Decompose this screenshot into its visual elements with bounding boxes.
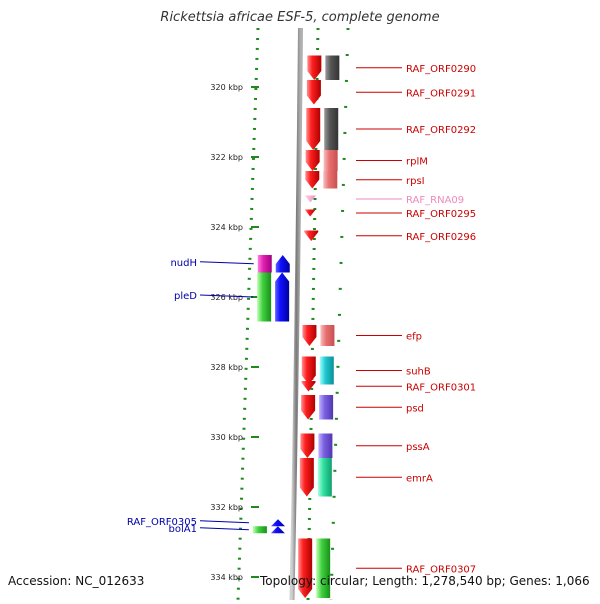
- genome-backbone: [289, 27, 303, 601]
- track-dot-line: [236, 27, 260, 601]
- gene-annotation-bar-RAF_ORF0290: [325, 55, 340, 80]
- scale-tick-label: 324 kbp: [210, 223, 243, 232]
- gene-label-RAF_ORF0292[interactable]: RAF_ORF0292: [406, 125, 476, 136]
- gene-arrow-rpsI[interactable]: [305, 171, 320, 189]
- gene-annotation-bar-bolA1: [252, 526, 267, 534]
- gene-label-efp[interactable]: efp: [406, 332, 422, 343]
- gene-annotation-bar-efp: [320, 325, 335, 346]
- gene-label-RAF_ORF0290[interactable]: RAF_ORF0290: [406, 64, 476, 75]
- scale-tick-label: 334 kbp: [210, 573, 243, 582]
- scale-tick-label: 320 kbp: [210, 83, 243, 92]
- backbone-line: [289, 27, 303, 601]
- gene-labels: RAF_ORF0290 RAF_ORF0291 RAF_ORF0292 rplM rps…: [127, 64, 476, 576]
- gene-label-leader-line: [199, 527, 249, 531]
- gene-arrow-pleD[interactable]: [275, 272, 290, 322]
- gene-arrow-pssA[interactable]: [300, 433, 315, 459]
- gene-label-rplM[interactable]: rplM: [406, 157, 428, 168]
- gene-label-RAF_ORF0301[interactable]: RAF_ORF0301: [406, 382, 476, 393]
- gene-label-RAF_RNA09[interactable]: RAF_RNA09: [406, 195, 464, 206]
- gene-label-pleD[interactable]: pleD: [174, 291, 197, 302]
- gene-arrow-RAF_ORF0295[interactable]: [304, 209, 316, 217]
- gene-arrow-rplM[interactable]: [305, 150, 320, 171]
- gene-label-leader-line: [199, 261, 254, 265]
- gene-label-RAF_ORF0291[interactable]: RAF_ORF0291: [406, 88, 476, 99]
- gene-annotation-bar-nudH: [257, 255, 272, 273]
- gene-annotation-bar-pleD: [257, 272, 272, 322]
- gene-annotation-bar-rplM: [323, 150, 338, 171]
- scale-tick-label: 322 kbp: [210, 153, 243, 162]
- gene-label-rpsI[interactable]: rpsI: [406, 176, 425, 187]
- gene-annotation-bar-psd: [319, 395, 334, 420]
- gene-label-RAF_ORF0305[interactable]: RAF_ORF0305: [127, 517, 197, 528]
- scale-tick-label: 326 kbp: [210, 293, 243, 302]
- gene-annotation-bar-rpsI: [323, 171, 338, 189]
- gene-annotation-bar-RAF_ORF0292: [324, 108, 339, 150]
- gene-label-leader-line: [199, 294, 254, 298]
- scale-ticks: 320 kbp 322 kbp 324 kbp 326 kbp 328 kbp 330 k…: [210, 83, 259, 582]
- gene-label-leader-line: [199, 520, 250, 524]
- gene-label-RAF_ORF0295[interactable]: RAF_ORF0295: [406, 209, 476, 220]
- gene-arrow-emrA[interactable]: [299, 458, 314, 497]
- gene-arrow-RAF_ORF0292[interactable]: [306, 108, 321, 150]
- gene-arrow-efp[interactable]: [302, 325, 317, 346]
- topology-label: Topology: circular; Length: 1,278,540 bp…: [260, 574, 590, 588]
- gene-arrow-suhB[interactable]: [301, 356, 316, 385]
- track-dot-lines: [236, 27, 350, 601]
- gene-arrow-RAF_ORF0307[interactable]: [298, 538, 313, 599]
- gene-label-nudH[interactable]: nudH: [170, 258, 197, 269]
- gene-arrow-RAF_ORF0305[interactable]: [270, 519, 285, 527]
- genome-title: Rickettsia africae ESF-5, complete genom…: [160, 10, 440, 25]
- gene-label-psd[interactable]: psd: [406, 403, 424, 414]
- accession-label: Accession: NC_012633: [8, 574, 145, 588]
- scale-tick-label: 330 kbp: [210, 433, 243, 442]
- gene-label-RAF_ORF0296[interactable]: RAF_ORF0296: [406, 232, 476, 243]
- gene-arrow-RAF_ORF0290[interactable]: [307, 55, 322, 81]
- gene-label-RAF_ORF0307[interactable]: RAF_ORF0307: [406, 564, 476, 575]
- gene-arrow-RAF_ORF0296[interactable]: [304, 230, 319, 242]
- gene-label-suhB[interactable]: suhB: [406, 367, 431, 378]
- gene-label-bolA1[interactable]: bolA1: [169, 524, 197, 535]
- gene-label-pssA[interactable]: pssA: [406, 442, 430, 453]
- gene-annotation-bar-suhB: [319, 356, 334, 385]
- gene-annotation-bar-emrA: [317, 458, 332, 497]
- gene-arrow-RAF_RNA09[interactable]: [304, 195, 316, 203]
- track-dot-line: [329, 27, 350, 601]
- gene-features: [252, 55, 340, 599]
- gene-arrow-psd[interactable]: [301, 395, 316, 420]
- scale-tick-label: 328 kbp: [210, 363, 243, 372]
- scale-tick-label: 332 kbp: [210, 503, 243, 512]
- gene-arrow-RAF_ORF0301[interactable]: [301, 381, 316, 392]
- gene-arrow-nudH[interactable]: [275, 255, 290, 273]
- gene-annotation-bar-pssA: [318, 433, 333, 458]
- gene-arrow-RAF_ORF0291[interactable]: [306, 80, 321, 105]
- gene-arrow-bolA1[interactable]: [270, 526, 285, 534]
- gene-label-emrA[interactable]: emrA: [406, 473, 433, 484]
- gene-annotation-bar-RAF_ORF0307: [316, 538, 331, 598]
